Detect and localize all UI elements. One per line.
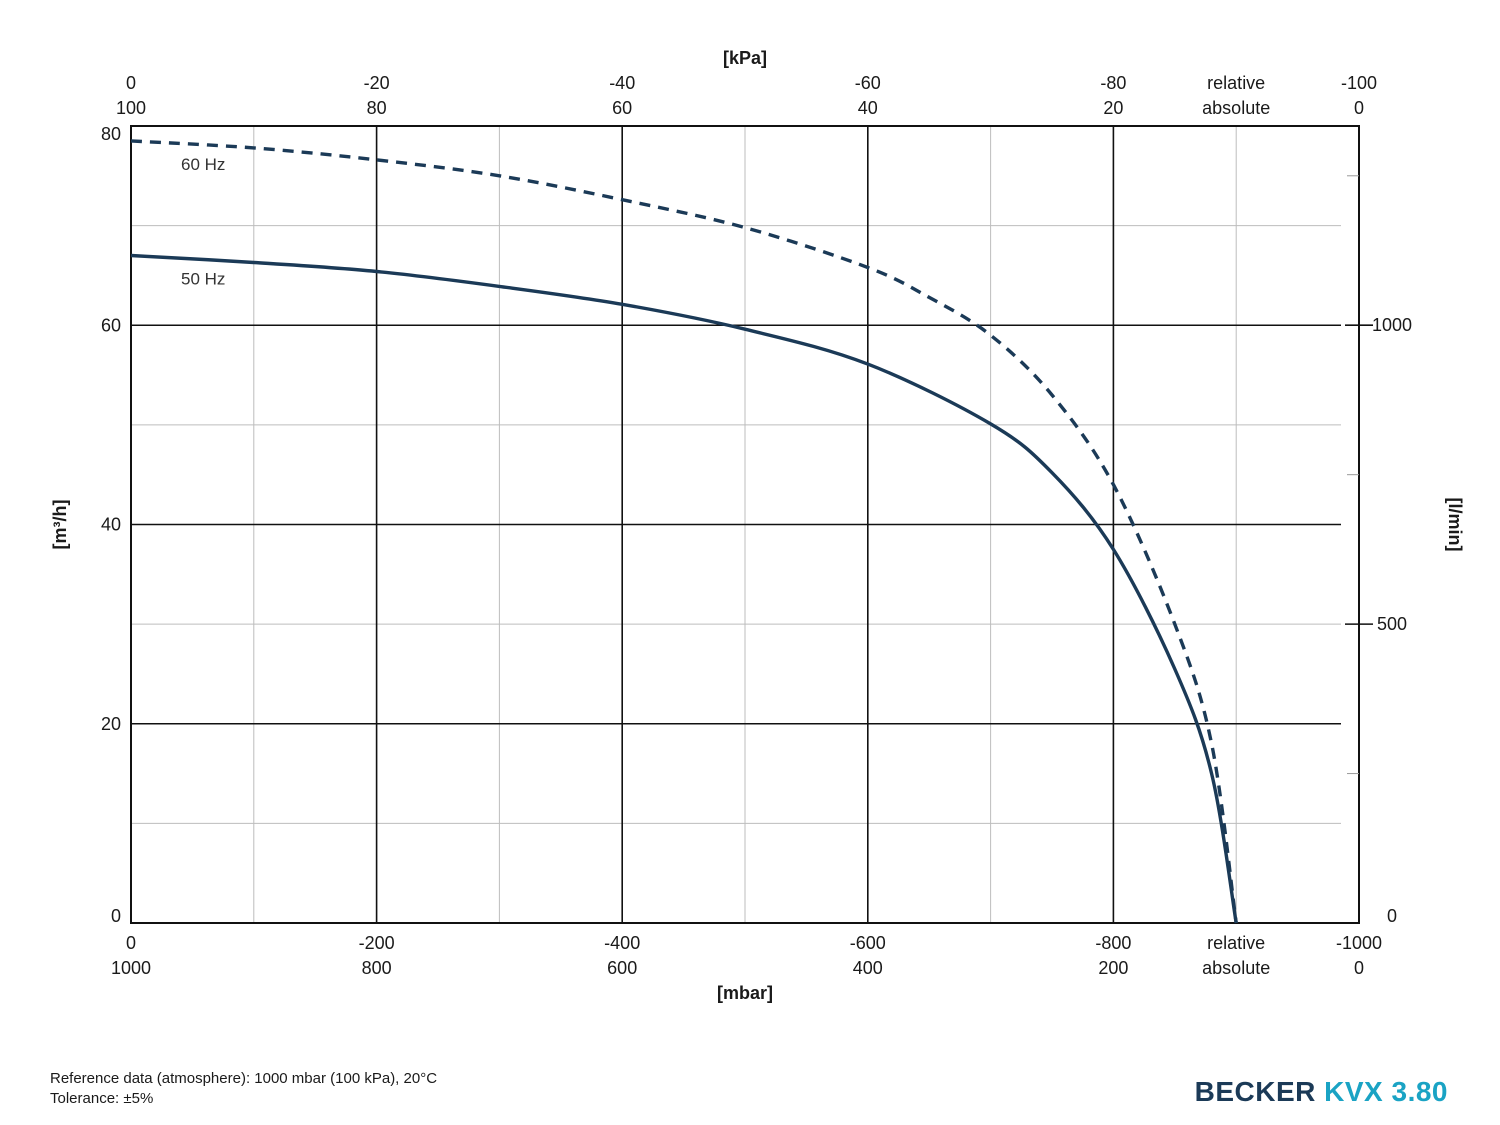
brand-maker: BECKER (1194, 1076, 1316, 1107)
right-axis-tick-label: 1000 (1372, 315, 1412, 335)
top-relative-tick: 0 (126, 73, 136, 93)
top-absolute-tick: 20 (1103, 98, 1123, 118)
bottom-absolute-label: absolute (1202, 958, 1270, 978)
bottom-absolute-tick: 400 (853, 958, 883, 978)
top-absolute-tick: 40 (858, 98, 878, 118)
top-relative-tick: -80 (1100, 73, 1126, 93)
footer-notes: Reference data (atmosphere): 1000 mbar (… (50, 1069, 437, 1109)
right-axis-tick-label: 0 (1387, 906, 1397, 926)
top-absolute-tick: 100 (116, 98, 146, 118)
tolerance-note: Tolerance: ±5% (50, 1090, 154, 1107)
top-relative-tick: -60 (855, 73, 881, 93)
right-axis-tick-label: 500 (1377, 614, 1407, 634)
product-brand: BECKER KVX 3.80 (1195, 1076, 1448, 1108)
bottom-relative-label: relative (1207, 933, 1265, 953)
brand-model: KVX 3.80 (1324, 1076, 1448, 1107)
top-absolute-tick: 0 (1354, 98, 1364, 118)
major-grid (131, 126, 1341, 923)
bottom-absolute-tick: 0 (1354, 958, 1364, 978)
left-axis-tick: 40 (101, 515, 121, 535)
bottom-relative-tick: 0 (126, 933, 136, 953)
reference-note: Reference data (atmosphere): 1000 mbar (… (50, 1070, 438, 1087)
top-absolute-tick: 80 (367, 98, 387, 118)
left-axis-tick: 60 (101, 315, 121, 335)
bottom-axis-title: [mbar] (717, 983, 773, 1003)
bottom-relative-tick: -800 (1095, 933, 1131, 953)
bottom-absolute-tick: 600 (607, 958, 637, 978)
bottom-relative-tick: -600 (850, 933, 886, 953)
left-axis-tick: 0 (111, 906, 121, 926)
bottom-absolute-tick: 1000 (111, 958, 151, 978)
bottom-relative-tick: -1000 (1336, 933, 1382, 953)
series-label-50-hz: 50 Hz (181, 269, 225, 288)
bottom-absolute-tick: 200 (1098, 958, 1128, 978)
top-absolute-tick: 60 (612, 98, 632, 118)
top-relative-tick: -40 (609, 73, 635, 93)
left-axis-title: [m³/h] (50, 500, 70, 550)
curves: 50 Hz 60 Hz (130, 139, 1238, 924)
bottom-relative-tick: -400 (604, 933, 640, 953)
top-axis-title: [kPa] (723, 48, 767, 68)
series-label-60-hz: 60 Hz (181, 155, 225, 174)
plot-frame (130, 125, 1360, 924)
right-axis-tick-marks (1345, 175, 1373, 775)
top-relative-tick: -100 (1341, 73, 1377, 93)
left-axis-tick: 20 (101, 714, 121, 734)
right-axis-title: [l/min] (1445, 498, 1465, 552)
bottom-relative-tick: -200 (359, 933, 395, 953)
top-absolute-label: absolute (1202, 98, 1270, 118)
left-axis-tick: 80 (101, 124, 121, 144)
curve-60-hz (130, 139, 1238, 924)
curve-50-hz (130, 253, 1238, 924)
bottom-absolute-tick: 800 (362, 958, 392, 978)
top-relative-label: relative (1207, 73, 1265, 93)
top-relative-tick: -20 (364, 73, 390, 93)
axis-labels: 01000-200800-400600-600400-800200-10000r… (50, 48, 1465, 1003)
